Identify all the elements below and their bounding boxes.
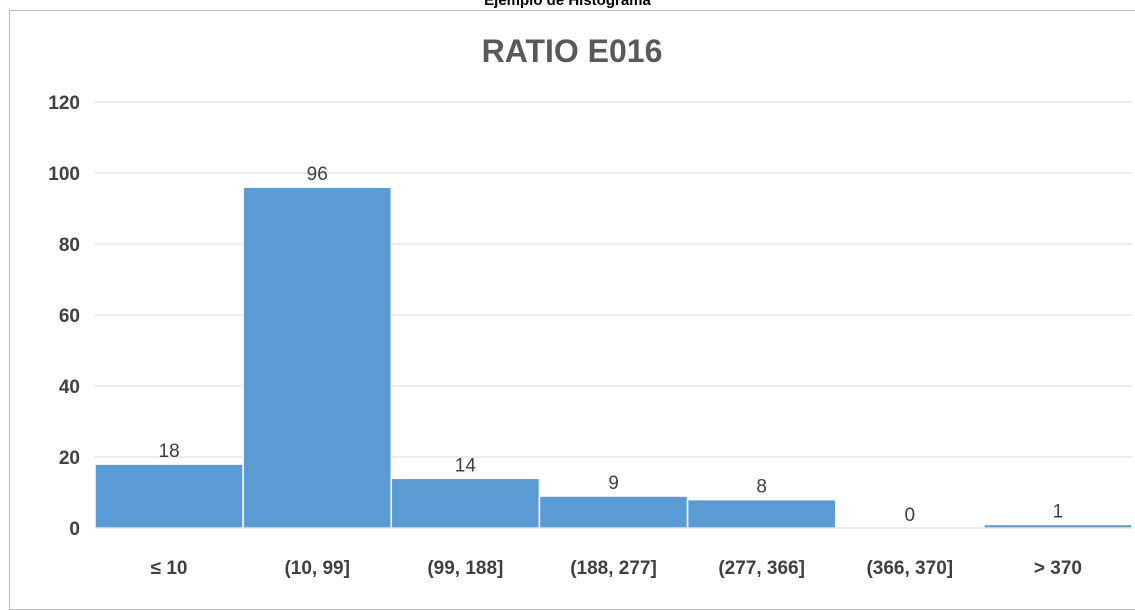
x-tick-label-4: (277, 366] <box>718 558 805 579</box>
y-tick-label-120: 120 <box>48 93 80 114</box>
y-axis: 0 20 40 60 80 100 120 <box>48 93 80 540</box>
bar-2 <box>390 477 541 529</box>
bar-6 <box>983 523 1133 529</box>
x-tick-label-1: (10, 99] <box>284 558 349 579</box>
x-tick-label-2: (99, 188] <box>427 558 503 579</box>
y-tick-label-80: 80 <box>59 235 80 256</box>
bar-0 <box>94 463 244 529</box>
data-label-4: 8 <box>756 477 767 498</box>
data-label-1: 96 <box>307 164 328 185</box>
data-label-5: 0 <box>904 505 915 526</box>
bar-4 <box>686 498 837 529</box>
data-label-3: 9 <box>608 473 619 494</box>
data-label-6: 1 <box>1053 501 1064 522</box>
y-tick-label-0: 0 <box>69 519 80 540</box>
x-tick-label-5: (366, 370] <box>866 558 953 579</box>
y-tick-label-20: 20 <box>59 448 80 469</box>
y-tick-label-60: 60 <box>59 306 80 327</box>
data-label-0: 18 <box>159 441 180 462</box>
bar-1 <box>242 186 393 529</box>
x-tick-label-0: ≤ 10 <box>151 558 188 579</box>
chart-title: RATIO E016 <box>482 33 663 69</box>
figure-caption: Ejemplo de Histograma <box>484 0 651 9</box>
y-tick-label-40: 40 <box>59 377 80 398</box>
bars <box>94 186 1133 529</box>
x-tick-label-6: > 370 <box>1034 558 1082 579</box>
x-tick-label-3: (188, 277] <box>570 558 657 579</box>
data-labels: 18 96 14 9 8 0 1 <box>159 164 1064 526</box>
data-label-2: 14 <box>455 455 477 476</box>
x-axis: ≤ 10 (10, 99] (99, 188] (188, 277] (277, 366… <box>95 527 1132 579</box>
y-tick-label-100: 100 <box>48 164 80 185</box>
bar-3 <box>538 495 689 529</box>
